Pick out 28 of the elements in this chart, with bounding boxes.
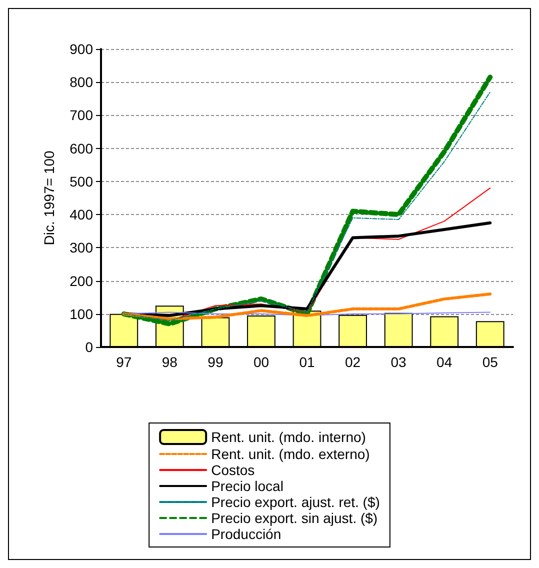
legend-label: Rent. unit. (mdo. interno): [211, 429, 366, 445]
legend-label: Costos: [211, 462, 255, 478]
y-tick-label: 300: [70, 240, 94, 256]
y-tick-label: 400: [70, 206, 94, 223]
legend-label: Producción: [211, 526, 282, 542]
y-tick-label: 500: [70, 173, 94, 190]
x-tick-label: 00: [253, 354, 270, 370]
x-tick-label: 01: [299, 354, 315, 370]
y-tick-label: 200: [70, 272, 94, 289]
legend-label: Rent. unit. (mdo. externo): [211, 446, 370, 462]
y-tick-label: 600: [70, 140, 94, 156]
x-tick-label: 04: [436, 354, 452, 370]
y-axis-title: Dic. 1997= 100: [41, 150, 57, 246]
x-tick-label: 03: [390, 354, 407, 370]
y-tick-label: 0: [85, 339, 94, 355]
x-tick-label: 99: [208, 354, 224, 370]
y-tick-label: 800: [70, 74, 94, 90]
line-series: [122, 292, 492, 320]
y-tick-label: 900: [70, 41, 94, 57]
x-tick-label: 98: [162, 354, 178, 370]
legend-label: Precio export. sin ajust. ($): [211, 510, 378, 526]
legend-label: Precio export. ajust. ret. ($): [211, 494, 380, 510]
x-tick-label: 02: [344, 354, 361, 370]
y-tick-label: 700: [70, 107, 94, 124]
x-tick-label: 97: [116, 354, 132, 370]
x-tick-label: 05: [482, 354, 498, 370]
legend-label: Precio local: [211, 478, 284, 494]
y-tick-label: 100: [70, 306, 94, 322]
